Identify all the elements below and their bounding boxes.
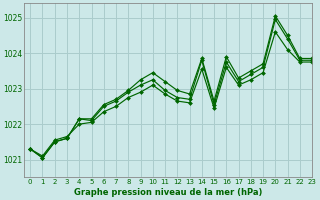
X-axis label: Graphe pression niveau de la mer (hPa): Graphe pression niveau de la mer (hPa)	[74, 188, 262, 197]
